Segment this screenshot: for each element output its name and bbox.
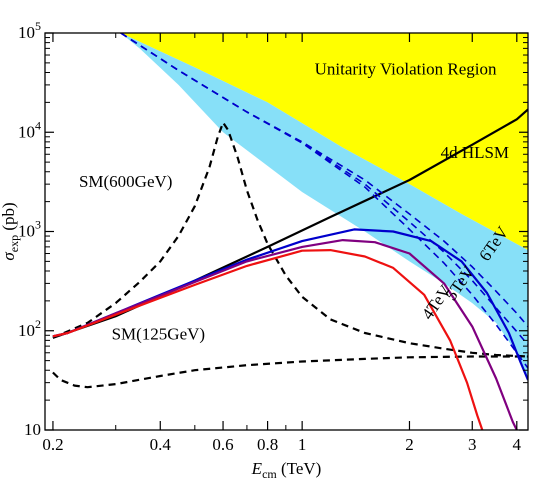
x-tick-label: 0.2: [42, 435, 63, 454]
annotation-2: SM(600GeV): [79, 172, 173, 191]
x-axis-title: Ecm (TeV): [251, 459, 322, 481]
ticks-layer: 10 102 103 104 105 0.2 0.4 0.6 0.8 1 2 3 4: [18, 19, 528, 454]
region-0: [120, 33, 528, 251]
series-line-7: [52, 239, 518, 430]
series-line-1: [52, 121, 528, 358]
x-tick-label: 1: [298, 435, 307, 454]
y-tick-label: 102: [18, 317, 41, 340]
y-tick-label: 104: [18, 118, 41, 141]
regions-layer: [120, 33, 528, 380]
x-tick-label: 0.4: [150, 435, 172, 454]
axis-titles-layer: Ecm (TeV) σexp (pb): [0, 202, 321, 481]
y-axis-title: σexp (pb): [0, 202, 21, 260]
series-line-5: [120, 33, 528, 369]
series-layer: [52, 33, 528, 430]
region-1: [120, 33, 528, 380]
series-line-8: [52, 249, 484, 430]
x-tick-label: 0.8: [257, 435, 278, 454]
annotation-1: 4d HLSM: [441, 143, 509, 162]
x-tick-label: 4: [513, 435, 522, 454]
x-tick-label: 0.6: [212, 435, 233, 454]
y-tick-label: 10: [24, 420, 41, 439]
x-tick-label: 3: [468, 435, 477, 454]
x-tick-label: 2: [405, 435, 414, 454]
annotation-3: SM(125GeV): [112, 324, 206, 343]
annotation-0: Unitarity Violation Region: [315, 60, 497, 79]
series-line-2: [52, 355, 528, 389]
y-tick-label: 105: [18, 19, 41, 42]
y-tick-label: 103: [18, 218, 41, 241]
